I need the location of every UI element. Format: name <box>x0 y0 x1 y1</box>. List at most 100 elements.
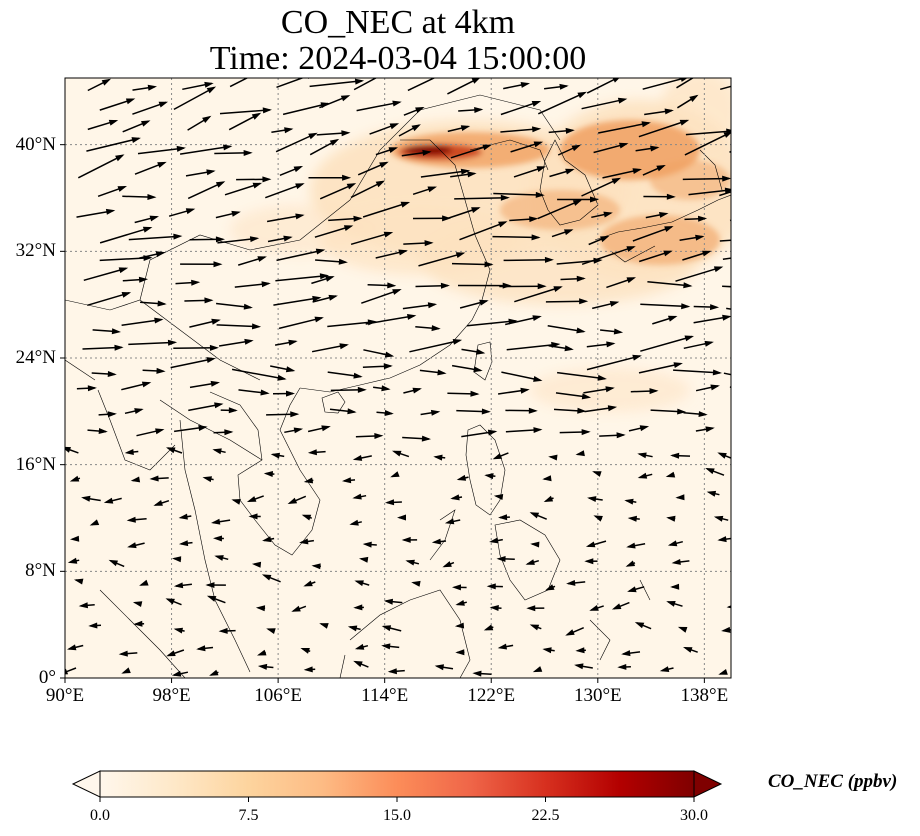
wind-vector <box>275 132 317 153</box>
wind-vector-head <box>325 276 335 282</box>
wind-vector-head <box>295 213 305 220</box>
wind-vector-head <box>149 215 159 222</box>
wind-vector-head <box>257 649 267 656</box>
wind-vector-head <box>166 650 176 657</box>
wind-vector-head <box>287 497 298 504</box>
wind-vector-head <box>745 253 754 259</box>
wind-vector-head <box>213 535 222 542</box>
wind-vector-head <box>291 605 301 612</box>
wind-vector-head <box>679 119 690 126</box>
wind-vector <box>65 667 77 674</box>
wind-vector-head <box>133 620 143 627</box>
wind-vector <box>179 145 231 155</box>
wind-vector-head <box>683 282 693 289</box>
wind-vector-head <box>611 177 622 185</box>
wind-vector-head <box>670 583 680 590</box>
wind-vector-head <box>442 561 452 568</box>
wind-vector-head <box>533 427 543 433</box>
wind-vector-head <box>473 366 483 373</box>
wind-vector-head <box>526 605 536 612</box>
lon-tick-label: 106°E <box>254 685 302 706</box>
wind-vector-head <box>228 407 238 414</box>
wind-vector-head <box>581 429 591 436</box>
wind-vector-head <box>761 311 770 317</box>
wind-vector-head <box>498 514 508 521</box>
wind-vector <box>598 122 650 134</box>
wind-vector-head <box>667 540 678 547</box>
wind-vector-head <box>81 495 91 502</box>
wind-vector-head <box>256 69 265 76</box>
wind-vector-head <box>666 515 676 522</box>
wind-vector <box>738 559 743 560</box>
wind-vector-head <box>319 273 329 280</box>
wind-vector-head <box>252 182 263 189</box>
myanmar-coast <box>97 389 176 471</box>
wind-vector-head <box>108 559 118 567</box>
wind-vector-head <box>749 386 758 392</box>
wind-vector-head <box>117 186 127 192</box>
wind-vector <box>173 86 215 111</box>
wind-vector-head <box>493 494 504 500</box>
wind-vector <box>86 137 140 152</box>
wind-vector-head <box>712 369 722 376</box>
wind-vector-head <box>498 221 508 228</box>
wind-vector-head <box>149 475 159 482</box>
wind-vector-head <box>290 411 300 418</box>
coastlines-and-borders <box>65 94 731 678</box>
wind-vector-head <box>427 186 437 193</box>
inland-borders <box>65 94 561 381</box>
wind-vector-head <box>354 643 365 650</box>
wind-vector-head <box>665 471 676 478</box>
wind-vector-head <box>650 145 660 152</box>
hainan-island <box>321 391 346 414</box>
wind-vector-head <box>178 540 189 547</box>
wind-vector-head <box>487 429 498 436</box>
wind-vector-head <box>455 600 465 606</box>
wind-vector <box>638 119 688 138</box>
wind-vector <box>733 91 777 114</box>
wind-vector-head <box>342 477 352 484</box>
wind-vector-head <box>724 187 731 194</box>
wind-vector-head <box>210 380 220 387</box>
wind-vector <box>537 91 586 115</box>
wind-vector-head <box>379 161 389 168</box>
wind-vector-head <box>251 112 262 120</box>
lat-tick-label: 0° <box>38 667 56 688</box>
wind-vector-head <box>616 432 626 439</box>
wind-vector-head <box>111 328 121 335</box>
wind-vector <box>459 221 506 241</box>
wind-vector-head <box>717 536 727 543</box>
wind-vector <box>638 362 682 374</box>
wind-vector-head <box>536 166 546 172</box>
wind-vector-head <box>544 256 554 263</box>
wind-vector-head <box>206 595 217 602</box>
wind-vector-head <box>566 580 576 586</box>
wind-vector-head <box>704 340 714 347</box>
wind-vector-head <box>173 627 183 634</box>
wind-vector-head <box>486 583 496 590</box>
wind-vector <box>407 78 436 92</box>
wind-vector-head <box>681 303 691 310</box>
wind-vector-head <box>124 449 134 455</box>
wind-vector-head <box>713 515 724 522</box>
wind-vector-head <box>158 101 168 108</box>
wind-vector-head <box>710 304 720 311</box>
axis-ticks <box>60 144 705 683</box>
wind-vector-head <box>284 127 294 134</box>
wind-vector-head <box>107 411 117 418</box>
wind-vector-head <box>204 297 214 304</box>
wind-vector-head <box>115 154 125 162</box>
japan-north <box>699 149 723 191</box>
wind-vector-head <box>575 450 585 457</box>
colorbar-tick-label: 0.0 <box>90 807 110 824</box>
wind-vector-head <box>126 516 136 523</box>
wind-vector-head <box>285 366 296 373</box>
wind-vector-head <box>407 314 417 320</box>
wind-vector-head <box>67 557 78 564</box>
wind-vector-head <box>705 426 715 433</box>
wind-vector-head <box>390 471 400 478</box>
wind-vector <box>739 434 764 435</box>
wind-vector-head <box>664 226 674 232</box>
wind-vector <box>278 317 323 330</box>
